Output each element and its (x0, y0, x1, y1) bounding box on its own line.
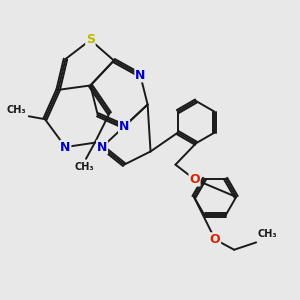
Text: O: O (189, 173, 200, 186)
Text: N: N (60, 141, 71, 154)
Text: S: S (86, 34, 95, 46)
Text: CH₃: CH₃ (75, 162, 94, 172)
Text: CH₃: CH₃ (7, 105, 26, 115)
Text: CH₃: CH₃ (258, 229, 277, 239)
Text: N: N (135, 69, 146, 82)
Text: N: N (119, 120, 129, 133)
Text: N: N (97, 141, 107, 154)
Text: O: O (210, 233, 220, 246)
Text: N: N (119, 120, 129, 133)
